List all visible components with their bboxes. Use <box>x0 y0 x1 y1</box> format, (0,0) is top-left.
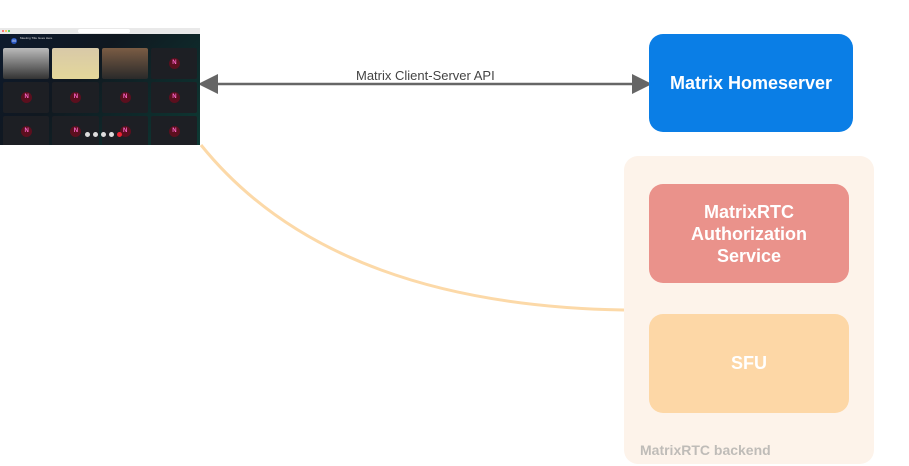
sfu-node: SFU <box>649 314 849 413</box>
authorization-service-node: MatrixRTC Authorization Service <box>649 184 849 283</box>
participant-avatar: N <box>119 125 131 137</box>
participant-avatar: N <box>168 91 180 103</box>
participant-avatar-tile: N <box>52 82 99 113</box>
participant-avatar: N <box>70 125 82 137</box>
participant-avatar-tile: N <box>3 82 50 113</box>
participant-avatar: N <box>70 91 82 103</box>
participant-avatar-tile: N <box>3 116 50 145</box>
media-connection-curve <box>199 144 625 312</box>
share-button <box>100 131 106 137</box>
client-server-api-label: Matrix Client-Server API <box>356 68 495 83</box>
camera-button <box>92 131 98 137</box>
participant-grid: N N N N N N N N N <box>3 48 197 145</box>
participant-avatar-tile: N <box>150 82 197 113</box>
meeting-title: Meeting Title Goes Here <box>20 36 53 40</box>
participant-avatar-tile: N <box>101 116 148 145</box>
participant-video-tile <box>3 48 50 79</box>
hangup-button <box>116 131 122 137</box>
element-call-screenshot: M Meeting Title Goes Here N N N N N N N N N <box>0 28 200 145</box>
settings-button <box>108 131 114 137</box>
participant-video-tile <box>52 48 99 79</box>
participant-avatar-tile: N <box>150 116 197 145</box>
browser-toolbar <box>0 28 200 34</box>
call-controls <box>70 130 136 138</box>
participant-avatar: N <box>21 91 33 103</box>
participant-avatar: N <box>119 91 131 103</box>
participant-avatar: N <box>21 125 33 137</box>
participant-avatar-tile: N <box>150 48 197 79</box>
url-bar <box>78 29 130 33</box>
participant-video-tile <box>101 48 148 79</box>
participant-avatar-tile: N <box>52 116 99 145</box>
participant-avatar: N <box>168 57 180 69</box>
backend-group-label: MatrixRTC backend <box>640 442 771 458</box>
matrix-homeserver-node: Matrix Homeserver <box>649 34 853 132</box>
participant-avatar-tile: N <box>101 82 148 113</box>
mic-button <box>84 131 90 137</box>
room-avatar: M <box>11 38 17 44</box>
participant-avatar: N <box>168 125 180 137</box>
